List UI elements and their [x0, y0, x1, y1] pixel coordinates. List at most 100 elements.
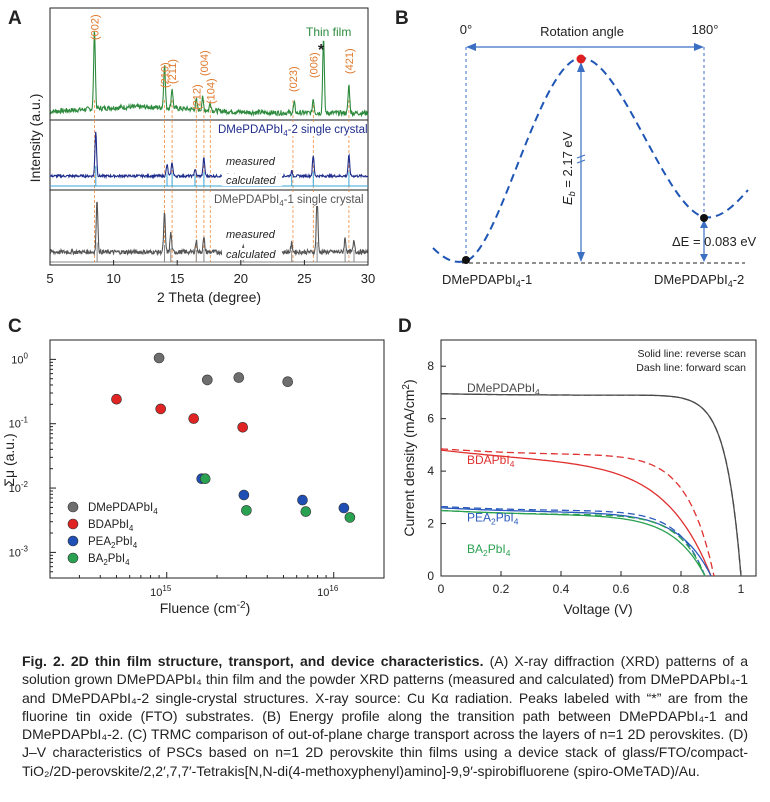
x-tick-label: 0.6 — [613, 582, 630, 596]
calculated-bg-2 — [222, 174, 282, 186]
y-axis-title: Σμ (a.u.) — [1, 433, 17, 486]
label-bg-crystal-1 — [210, 192, 362, 206]
xrd-trace — [49, 31, 369, 118]
data-point — [155, 403, 166, 415]
data-point — [199, 473, 211, 485]
axes-ticks: 0 0.2 0.4 0.6 0.8 1 0 2 4 6 8 — [427, 359, 744, 596]
caption-body: (A) X-ray diffraction (XRD) patterns of … — [22, 653, 748, 779]
y-axis-title: Current density (mA/cm2) — [401, 379, 417, 536]
panel-d-label: D — [398, 316, 412, 337]
panel-c-label: C — [8, 316, 22, 337]
y-tick-label: 6 — [427, 412, 434, 426]
calculated-label-1: calculated — [226, 249, 276, 261]
panel-a-label: A — [8, 8, 22, 29]
panel-d-frame — [440, 339, 757, 577]
data-point — [153, 352, 165, 364]
legend-line-2: Dash line: forward scan — [636, 362, 746, 374]
jv-curves — [440, 393, 742, 577]
state-label-2: DMePDAPbI4-2 — [654, 272, 744, 289]
state-label-1: DMePDAPbI4-1 — [442, 272, 532, 289]
y-tick-label: 4 — [427, 464, 434, 478]
label-bg-crystal-2 — [214, 122, 362, 136]
y-axis-title: Intensity (a.u.) — [27, 94, 43, 183]
legend-marker — [67, 552, 79, 564]
legend-label: PEA2PbI4 — [88, 536, 138, 550]
delta-arrow-bottom — [700, 254, 708, 262]
rotation-arrow-right-head — [694, 43, 704, 51]
peak-label: (212) — [191, 84, 203, 110]
series-label-crystal-2: DMePDAPbI4-2 single crystal — [218, 124, 368, 138]
data-point — [344, 512, 356, 523]
y-tick-label: 8 — [427, 359, 434, 373]
series-label: PEA2PbI4 — [467, 511, 519, 527]
y-tick-label: 0 — [427, 569, 434, 583]
legend-line-1: Solid line: reverse scan — [637, 348, 746, 360]
angle-end: 180° — [692, 22, 719, 37]
x-tick-label: 1 — [738, 582, 745, 596]
rotation-arrow-left-head — [466, 43, 476, 51]
legend-label: DMePDAPbI4 — [88, 502, 158, 516]
data-point — [241, 505, 252, 516]
panel-d: D 0 0.2 0.4 0.6 0.8 1 0 2 4 6 8 DMePDAPbI4 BDAPbI4 P… — [398, 316, 757, 617]
x-axis-ticks: 5 10 15 20 25 30 — [46, 260, 375, 286]
legend-marker — [67, 518, 79, 530]
y-tick-label: 2 — [427, 517, 434, 531]
panel-b-label: B — [395, 8, 409, 29]
peak-label: (023) — [288, 66, 300, 92]
barrier-energy-label: Eb = 2.17 eV — [560, 131, 577, 205]
data-point — [188, 413, 199, 424]
data-point — [282, 376, 294, 388]
fto-asterisk: * — [318, 42, 325, 59]
jv-forward-curve — [440, 509, 706, 577]
xrd-trace — [49, 198, 369, 257]
data-point — [202, 374, 213, 386]
peak-label: (002) — [90, 14, 102, 40]
x-tick-label: 1016 — [317, 584, 339, 599]
x-tick-label: 0.2 — [493, 582, 510, 596]
jv-forward-curve — [440, 448, 715, 577]
peak-label: (004) — [199, 50, 211, 76]
panel-b: B 0° 180° Rotation angle Eb = 2.17 eV ΔE… — [395, 8, 757, 289]
peak-guides — [94, 100, 350, 262]
legend-marker — [67, 535, 79, 547]
figure: A (002)(210)(211)(212)(004)(104) (023)(00… — [1, 7, 757, 617]
x-tick-label: 0 — [438, 582, 445, 596]
energy-profile-curve — [432, 56, 749, 263]
peak-label: (006) — [308, 52, 320, 78]
data-point — [237, 421, 248, 433]
x-axis-title: Fluence (cm-2) — [160, 600, 251, 616]
data-point — [111, 393, 122, 405]
data-point — [238, 489, 250, 501]
jv-reverse-curve — [440, 449, 712, 577]
delta-e-label: ΔE = 0.083 eV — [672, 234, 757, 249]
measured-bg-1 — [222, 228, 280, 240]
measured-label-2: measured — [226, 156, 276, 168]
x-tick-label: 0.8 — [673, 582, 690, 596]
data-point — [233, 372, 245, 383]
peak-label: (104) — [205, 78, 217, 104]
legend-label: BA2PbI4 — [88, 553, 130, 567]
x-tick-label: 10 — [106, 271, 120, 286]
figure-caption: Fig. 2. 2D thin film structure, transpor… — [22, 652, 748, 780]
min-point-1 — [462, 256, 470, 264]
barrier-break-mark — [576, 154, 586, 164]
series-label: BA2PbI4 — [467, 542, 511, 558]
y-tick-label: 100 — [11, 351, 28, 366]
jv-forward-curve — [440, 505, 706, 577]
calculated-pattern — [50, 166, 368, 187]
barrier-arrow-bottom — [577, 252, 585, 262]
panel-a: A (002)(210)(211)(212)(004)(104) (023)(00… — [8, 7, 375, 305]
series-label-crystal-1: DMePDAPbI4-1 single crystal — [214, 194, 364, 208]
calculated-label-2: calculated — [226, 175, 276, 187]
xrd-trace — [49, 131, 369, 180]
x-tick-label: 30 — [361, 271, 375, 286]
panel-a-frame — [49, 7, 369, 266]
legend-marker — [67, 501, 79, 513]
series-labels: DMePDAPbI4 BDAPbI4 PEA2PbI4 BA2PbI4 — [467, 381, 540, 558]
y-tick-label: 10-1 — [9, 416, 29, 431]
peak-label: (421) — [344, 48, 356, 74]
x-tick-label: 5 — [46, 271, 53, 286]
scatter-points — [111, 352, 356, 523]
